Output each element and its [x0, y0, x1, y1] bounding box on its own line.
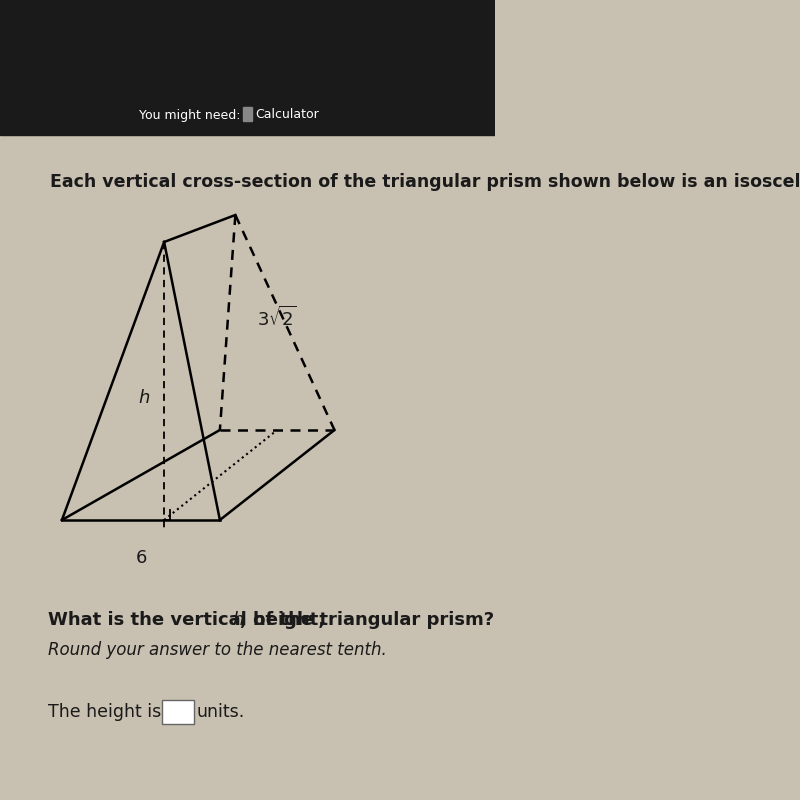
- Bar: [0, 0, 495, 135]
- Text: Round your answer to the nearest tenth.: Round your answer to the nearest tenth.: [48, 641, 387, 659]
- Text: Each vertical cross-section of the triangular prism shown below is an isosceles : Each vertical cross-section of the trian…: [50, 173, 800, 191]
- Text: units.: units.: [197, 703, 246, 721]
- Text: $h$: $h$: [232, 611, 244, 629]
- Bar: [243, 107, 252, 121]
- Text: $h$: $h$: [138, 389, 150, 407]
- Text: 6: 6: [135, 549, 147, 567]
- Text: $3\sqrt{2}$: $3\sqrt{2}$: [257, 306, 297, 330]
- FancyBboxPatch shape: [162, 700, 194, 724]
- Text: Calculator: Calculator: [255, 109, 319, 122]
- Text: You might need:: You might need:: [139, 109, 240, 122]
- Text: The height is: The height is: [48, 703, 162, 721]
- Text: What is the vertical height,: What is the vertical height,: [48, 611, 332, 629]
- Text: , of the triangular prism?: , of the triangular prism?: [240, 611, 494, 629]
